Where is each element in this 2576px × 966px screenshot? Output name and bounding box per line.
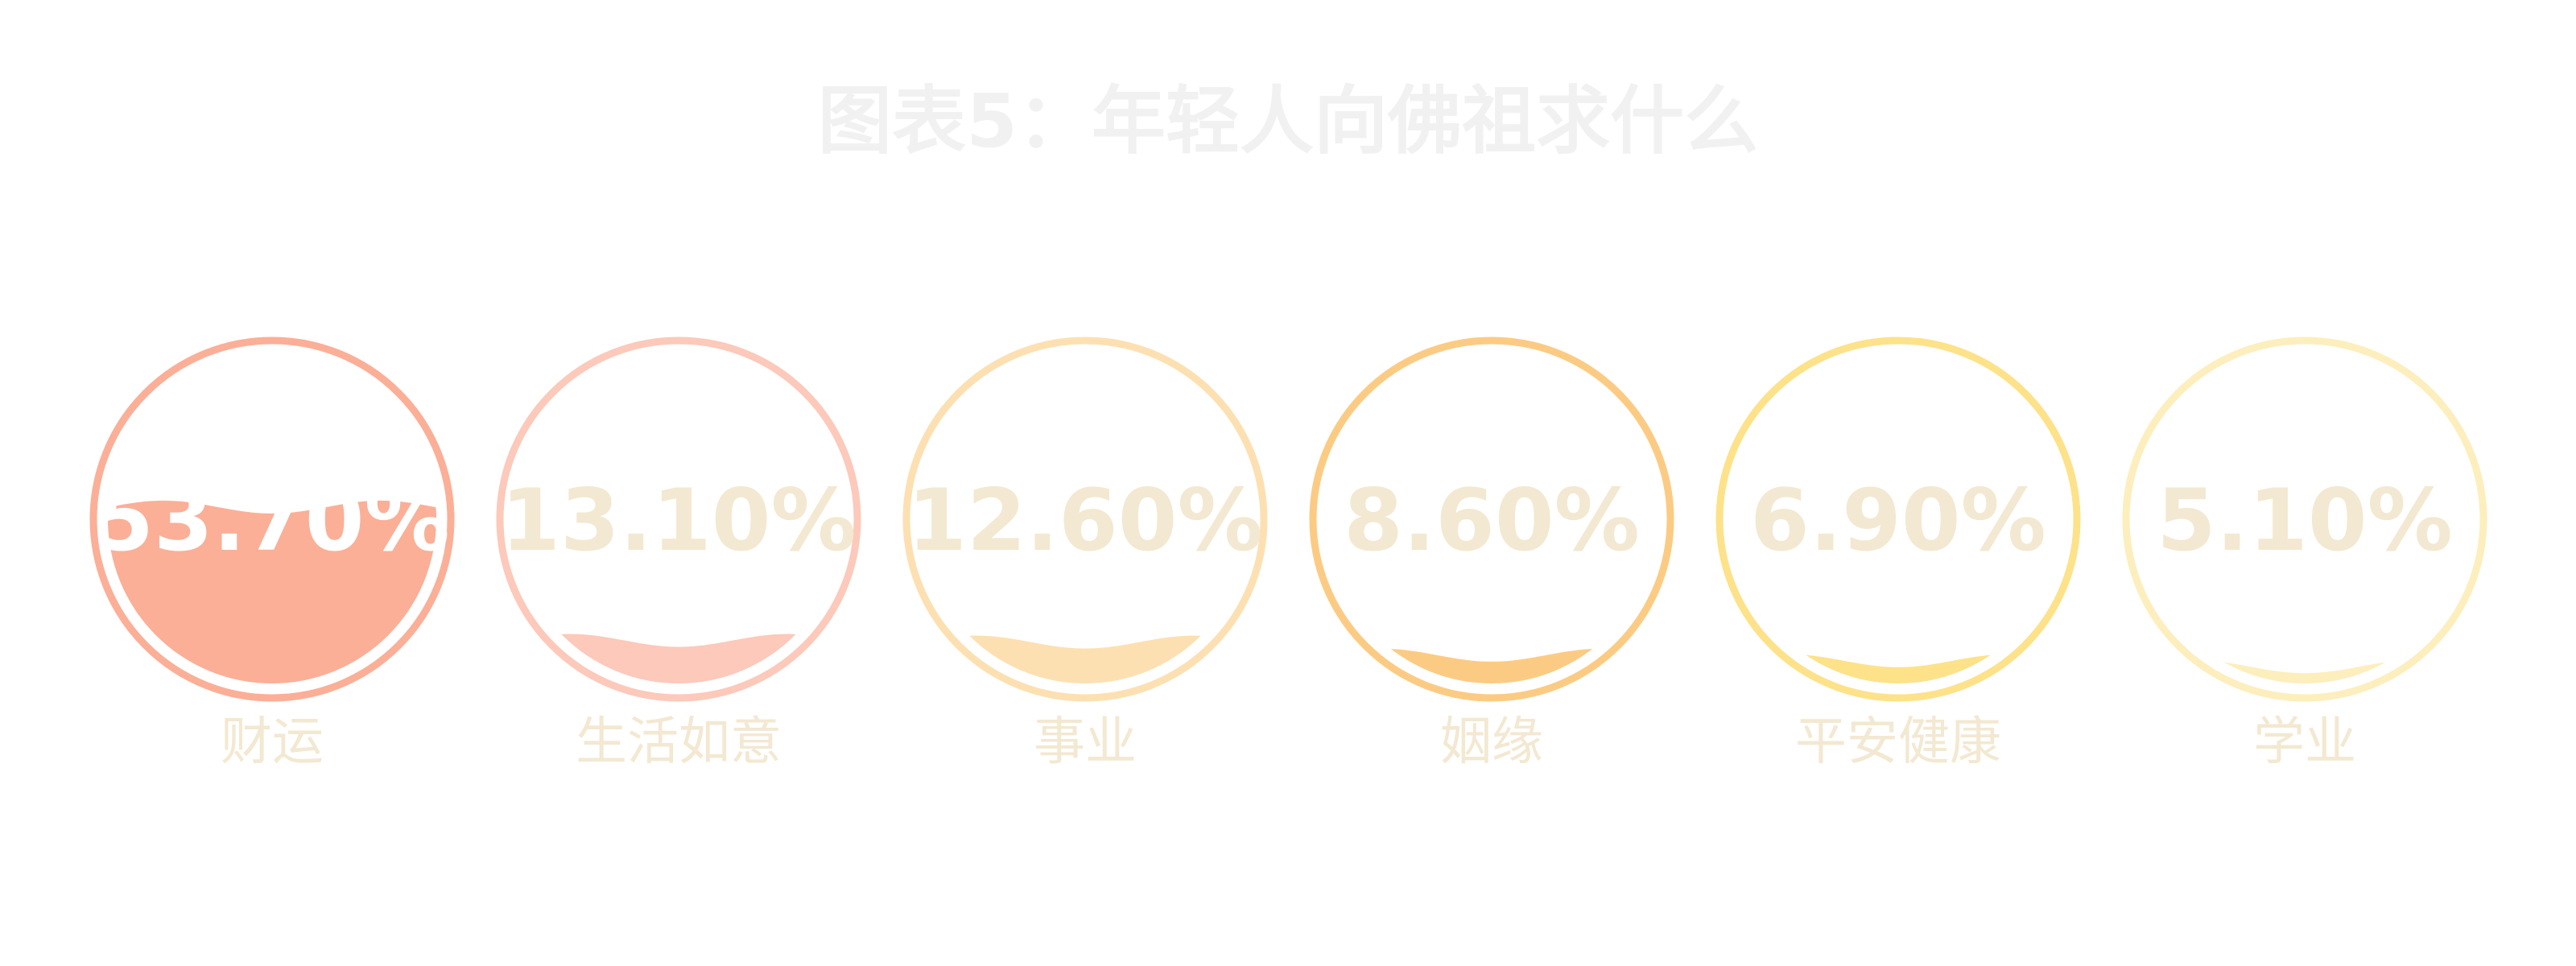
gauge-liquid — [1734, 654, 2062, 683]
gauge-ring — [496, 336, 861, 702]
gauge-1: 53.70% 财运 — [89, 336, 455, 772]
gauge-liquid — [2140, 660, 2469, 683]
gauge-ring — [2122, 336, 2487, 702]
gauge-value-label: 5.10% — [2157, 471, 2453, 570]
gauge-category-label: 平安健康 — [1795, 712, 2001, 772]
gauge-category-label: 生活如意 — [576, 712, 782, 772]
gauge-ring — [902, 336, 1268, 702]
gauge-category-label: 姻缘 — [1440, 712, 1543, 772]
gauge-category-label: 事业 — [1034, 712, 1137, 772]
gauge-6: 5.10% 学业 — [2122, 336, 2487, 772]
gauge-ring — [1715, 336, 2081, 702]
gauge-group: 53.70% 财运 13.10% 生活如意 12.60% 事业 8.60% 姻缘 6.90% 平安… — [89, 336, 2487, 772]
gauge-value-label: 8.60% — [1344, 471, 1640, 570]
gauge-ring — [89, 336, 455, 702]
gauge-ring — [1309, 336, 1674, 702]
gauge-category-label: 学业 — [2253, 712, 2356, 772]
chart-title: 图表5：年轻人向佛祖求什么 — [818, 78, 1758, 164]
gauge-category-label: 财运 — [221, 712, 324, 772]
gauge-value-label: 12.60% — [907, 471, 1263, 570]
gauge-value-label: 6.90% — [1750, 471, 2046, 570]
gauge-liquid — [1327, 648, 1656, 683]
gauge-value-label: 13.10% — [501, 471, 857, 570]
gauge-value-label: 53.70% — [94, 471, 450, 570]
gauge-2: 13.10% 生活如意 — [496, 336, 861, 772]
gauge-5: 6.90% 平安健康 — [1715, 336, 2081, 772]
gauge-liquid — [108, 500, 436, 683]
gauge-4: 8.60% 姻缘 — [1309, 336, 1674, 772]
gauge-3: 12.60% 事业 — [902, 336, 1268, 772]
